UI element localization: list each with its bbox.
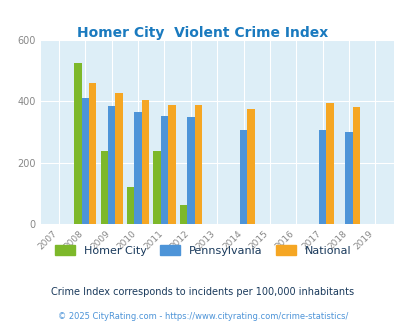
Bar bbox=[160, 116, 168, 224]
Bar bbox=[108, 107, 115, 224]
Bar bbox=[141, 100, 149, 224]
Bar bbox=[345, 132, 352, 224]
Bar bbox=[81, 98, 89, 224]
Legend: Homer City, Pennsylvania, National: Homer City, Pennsylvania, National bbox=[50, 241, 355, 260]
Text: Homer City  Violent Crime Index: Homer City Violent Crime Index bbox=[77, 26, 328, 40]
Bar bbox=[318, 130, 326, 224]
Bar bbox=[74, 63, 81, 224]
Bar bbox=[247, 109, 254, 224]
Bar bbox=[326, 103, 333, 224]
Bar bbox=[134, 112, 141, 224]
Bar bbox=[168, 105, 175, 224]
Bar bbox=[352, 107, 359, 224]
Text: © 2025 CityRating.com - https://www.cityrating.com/crime-statistics/: © 2025 CityRating.com - https://www.city… bbox=[58, 312, 347, 321]
Bar bbox=[100, 151, 108, 224]
Bar bbox=[179, 205, 187, 224]
Text: Crime Index corresponds to incidents per 100,000 inhabitants: Crime Index corresponds to incidents per… bbox=[51, 287, 354, 297]
Bar bbox=[127, 187, 134, 224]
Bar bbox=[153, 151, 160, 224]
Bar bbox=[194, 105, 201, 224]
Bar bbox=[115, 93, 123, 224]
Bar bbox=[187, 117, 194, 224]
Bar bbox=[89, 83, 96, 224]
Bar bbox=[239, 130, 247, 224]
